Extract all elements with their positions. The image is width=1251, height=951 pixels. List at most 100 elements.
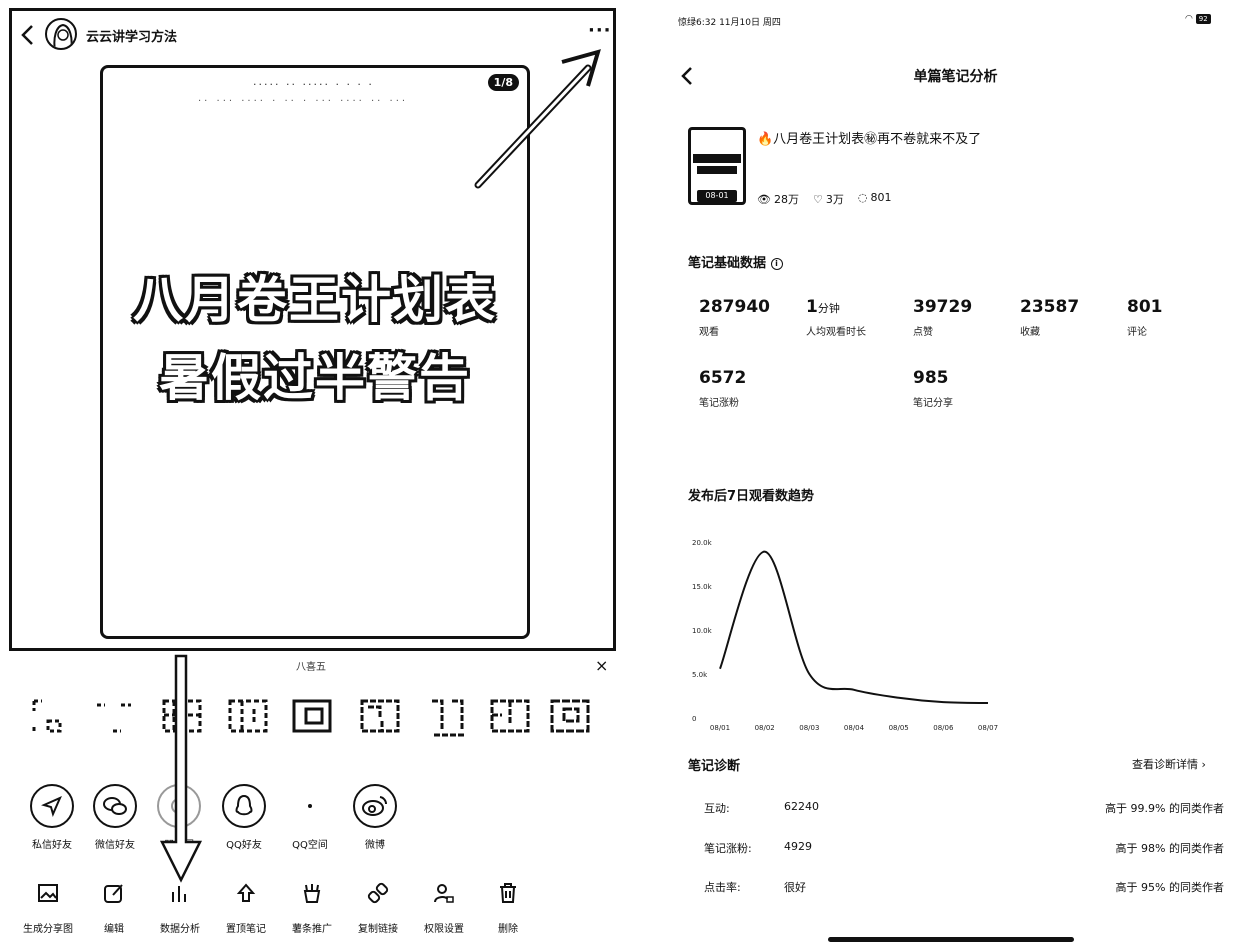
metric-value: 6572 bbox=[699, 368, 747, 388]
sticker-glyph[interactable] bbox=[488, 695, 532, 739]
metric-label: 评论 bbox=[1127, 327, 1147, 338]
more-dots-icon[interactable]: ··· bbox=[588, 20, 612, 41]
sticker-glyph[interactable] bbox=[426, 695, 470, 739]
diagnosis-compare: 高于 98% 的同类作者 bbox=[1115, 842, 1224, 855]
basics-title-text: 笔记基础数据 bbox=[688, 256, 767, 271]
card-faint-text: ·· ··· ···· · ·· · ··· ···· ·· ··· bbox=[198, 96, 409, 107]
share-target-qq[interactable]: QQ好友 bbox=[214, 784, 274, 851]
x-tick-label: 08/06 bbox=[933, 724, 954, 732]
x-tick-label: 08/04 bbox=[844, 724, 865, 732]
action-label: 复制链接 bbox=[358, 924, 398, 935]
basics-section-title: 笔记基础数据 i bbox=[688, 252, 783, 271]
action-copy-link[interactable]: 复制链接 bbox=[348, 880, 408, 935]
share-label: 微信好友 bbox=[95, 840, 135, 851]
eye-icon: 👁 bbox=[757, 193, 771, 206]
bar-chart-icon bbox=[167, 880, 193, 906]
action-pin-note[interactable]: 置顶笔记 bbox=[216, 880, 276, 935]
share-target-wechat[interactable]: 微信好友 bbox=[85, 784, 145, 851]
sticker-glyph[interactable] bbox=[290, 695, 334, 739]
diagnosis-row: 互动: 62240 高于 99.9% 的同类作者 bbox=[704, 800, 1224, 818]
metric-value: 287940 bbox=[699, 297, 770, 317]
note-thumbnail[interactable]: 08-01 bbox=[688, 127, 746, 205]
heart-icon: ♡ bbox=[812, 193, 823, 206]
action-promote[interactable]: 薯条推广 bbox=[282, 880, 342, 935]
diagnosis-value: 62240 bbox=[784, 800, 819, 813]
back-arrow-icon[interactable] bbox=[678, 64, 696, 88]
user-lock-icon bbox=[431, 880, 457, 906]
diagnosis-key: 点击率: bbox=[704, 881, 741, 894]
y-tick-label: 0 bbox=[692, 715, 696, 723]
status-time: 惊绿6:32 11月10日 周四 bbox=[678, 18, 781, 28]
link-icon bbox=[365, 880, 391, 906]
metric-value: 801 bbox=[1127, 297, 1163, 317]
thumb-line bbox=[697, 166, 737, 174]
diagnosis-compare: 高于 95% 的同类作者 bbox=[1115, 881, 1224, 894]
close-icon[interactable]: × bbox=[595, 656, 609, 675]
info-icon[interactable]: i bbox=[770, 257, 783, 270]
likes-count: 3万 bbox=[825, 193, 844, 206]
share-label: 私信好友 bbox=[32, 840, 72, 851]
share-label: QQ好友 bbox=[226, 840, 262, 851]
x-tick-label: 08/01 bbox=[710, 724, 730, 732]
image-icon bbox=[35, 880, 61, 906]
sticker-row bbox=[28, 695, 608, 765]
note-cover-card[interactable]: ····· ·· ····· · · · · ·· ··· ···· · ·· … bbox=[100, 65, 530, 639]
note-title[interactable]: 🔥八月卷王计划表㊙再不卷就来不及了 bbox=[757, 132, 982, 147]
page-indicator: 1/8 bbox=[487, 74, 519, 91]
metric-value: 39729 bbox=[913, 297, 973, 317]
promote-icon bbox=[299, 880, 325, 906]
right-phone-screen: 惊绿6:32 11月10日 周四 ◠ 92 单篇笔记分析 08-01 🔥八月卷王… bbox=[660, 0, 1251, 951]
cover-title-line2: 暑假过半警告 bbox=[159, 349, 471, 407]
sheet-title: 八喜五 bbox=[296, 662, 326, 673]
author-avatar[interactable] bbox=[45, 18, 77, 50]
sticker-glyph[interactable] bbox=[358, 695, 402, 739]
page-title: 单篇笔记分析 bbox=[913, 69, 998, 85]
metric-likes: 39729 点赞 bbox=[913, 297, 972, 338]
note-detail-frame bbox=[9, 8, 616, 651]
sticker-glyph[interactable] bbox=[28, 695, 72, 739]
metric-shares: 985 笔记分享 bbox=[913, 368, 953, 409]
trend-line-chart: 0 5.0k 10.0k 15.0k 20.0k 08/01 08/02 08/03 08/04… bbox=[692, 539, 998, 732]
sticker-glyph[interactable] bbox=[548, 695, 592, 739]
share-label: 微博 bbox=[365, 840, 385, 851]
action-label: 生成分享图 bbox=[23, 924, 73, 935]
x-tick-label: 08/02 bbox=[755, 724, 775, 732]
x-tick-label: 08/05 bbox=[889, 724, 909, 732]
qq-icon bbox=[222, 784, 266, 828]
metric-label: 点赞 bbox=[913, 327, 933, 338]
action-edit[interactable]: 编辑 bbox=[84, 880, 144, 935]
y-tick-label: 5.0k bbox=[692, 671, 708, 679]
action-label: 薯条推广 bbox=[292, 924, 332, 935]
left-phone-screen: 云云讲学习方法 ··· ····· ·· ····· · · · · ·· ··… bbox=[0, 0, 625, 951]
back-arrow-icon[interactable] bbox=[18, 22, 38, 48]
metric-value: 1分钟 bbox=[806, 297, 866, 317]
action-permissions[interactable]: 权限设置 bbox=[414, 880, 474, 935]
metric-label: 笔记涨粉 bbox=[699, 398, 739, 409]
status-icons: ◠ 92 bbox=[1185, 14, 1211, 24]
weibo-icon bbox=[353, 784, 397, 828]
action-label: 删除 bbox=[498, 924, 518, 935]
diagnosis-detail-link[interactable]: 查看诊断详情 › bbox=[1132, 758, 1206, 771]
qzone-icon bbox=[288, 784, 332, 828]
home-indicator bbox=[828, 937, 1074, 942]
annotation-arrow-down-icon bbox=[159, 654, 203, 883]
cover-title-line1: 八月卷王计划表 bbox=[133, 271, 497, 329]
sticker-glyph[interactable] bbox=[226, 695, 270, 739]
author-name[interactable]: 云云讲学习方法 bbox=[86, 30, 178, 45]
thumb-line bbox=[693, 154, 741, 163]
x-tick-label: 08/07 bbox=[978, 724, 998, 732]
action-data-analysis[interactable]: 数据分析 bbox=[150, 880, 210, 935]
share-target-direct[interactable]: 私信好友 bbox=[22, 784, 82, 851]
comments-count: 801 bbox=[870, 191, 892, 204]
send-icon bbox=[30, 784, 74, 828]
metric-avg-time: 1分钟 人均观看时长 bbox=[806, 297, 866, 338]
metric-collects: 23587 收藏 bbox=[1020, 297, 1079, 338]
share-target-weibo[interactable]: 微博 bbox=[345, 784, 405, 851]
metric-views: 287940 观看 bbox=[699, 297, 770, 338]
sticker-glyph[interactable] bbox=[93, 695, 137, 739]
annotation-arrow-up-icon bbox=[474, 49, 601, 189]
action-share-image[interactable]: 生成分享图 bbox=[18, 880, 78, 935]
share-target-qzone[interactable]: QQ空间 bbox=[280, 784, 340, 851]
wechat-icon bbox=[93, 784, 137, 828]
action-delete[interactable]: 删除 bbox=[478, 880, 538, 935]
